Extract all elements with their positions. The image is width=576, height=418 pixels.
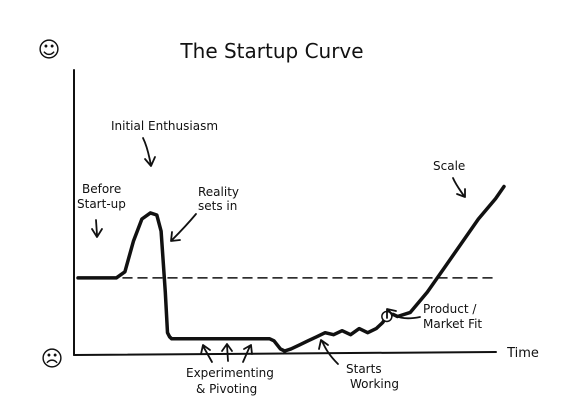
- annotation-starts-line1: Starts: [346, 362, 382, 376]
- annotation-reality-line2: sets in: [198, 199, 237, 213]
- arrow-experimenting-2: [221, 343, 233, 362]
- annotation-experimenting-line1: Experimenting: [186, 366, 274, 380]
- annotation-before-startup-line1: Before: [82, 182, 121, 196]
- arrow-experimenting-1: [200, 344, 213, 363]
- arrow-initial-enthusiasm: [142, 137, 156, 167]
- annotation-starts-line2: Working: [350, 377, 399, 391]
- arrow-before-startup: [91, 219, 103, 238]
- arrow-reality: [170, 213, 197, 242]
- annotation-reality-line1: Reality: [198, 185, 239, 199]
- x-axis-label: Time: [506, 346, 539, 361]
- arrow-starts: [318, 339, 339, 365]
- annotation-product-line2: Market Fit: [423, 317, 482, 331]
- annotation-scale: Scale: [433, 159, 465, 173]
- x-axis: [73, 351, 497, 356]
- y-axis-top-face: ☺: [38, 38, 61, 63]
- arrow-product: [386, 308, 421, 320]
- startup-curve-line: [76, 184, 506, 353]
- arrow-scale: [452, 177, 466, 198]
- annotation-initial-enthusiasm: Initial Enthusiasm: [111, 119, 218, 133]
- annotation-before-startup-line2: Start-up: [77, 197, 126, 211]
- chart-title: The Startup Curve: [179, 39, 363, 63]
- y-axis-bottom-face: ☹: [41, 347, 64, 372]
- annotation-experimenting-line2: & Pivoting: [196, 382, 257, 396]
- annotation-product-line1: Product /: [423, 302, 477, 316]
- arrow-experimenting-3: [242, 344, 253, 363]
